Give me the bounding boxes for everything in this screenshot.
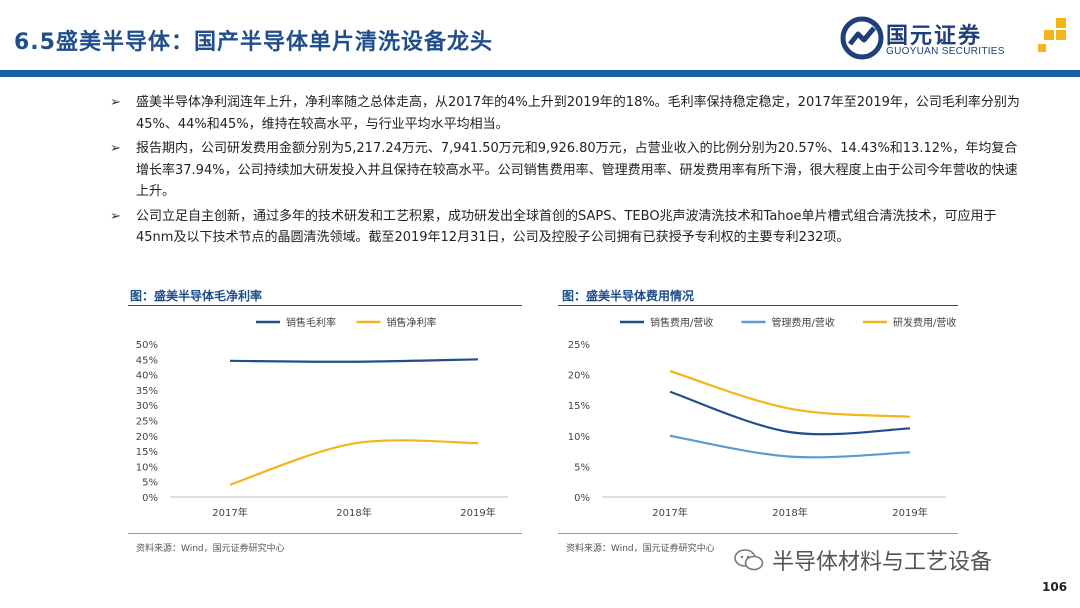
y-tick-label: 20% [568, 371, 590, 382]
bullet-arrow-icon: ➢ [110, 141, 121, 156]
right-chart-rule [558, 305, 958, 306]
page-number: 106 [1042, 580, 1068, 594]
x-tick-label: 2018年 [336, 506, 371, 519]
bullet-item: ➢ 盛美半导体净利润连年上升，净利率随之总体走高，从2017年的4%上升到201… [110, 92, 1020, 135]
series-line [229, 439, 479, 486]
y-tick-label: 10% [136, 462, 158, 473]
company-logo: 国元证券 GUOYUAN SECURITIES [840, 14, 1070, 64]
series-line [669, 370, 911, 418]
y-tick-label: 10% [568, 432, 590, 443]
logo-emblem-icon [840, 16, 884, 60]
watermark-text: 半导体材料与工艺设备 [772, 550, 993, 575]
x-tick-label: 2017年 [212, 506, 247, 519]
bullet-list: ➢ 盛美半导体净利润连年上升，净利率随之总体走高，从2017年的4%上升到201… [110, 92, 1020, 252]
bullet-arrow-icon: ➢ [110, 95, 121, 110]
legend-label: 销售净利率 [387, 316, 437, 329]
y-tick-label: 35% [136, 386, 158, 397]
y-tick-label: 15% [136, 447, 158, 458]
bullet-text: 报告期内，公司研发费用金额分别为5,217.24万元、7,941.50万元和9,… [136, 141, 1018, 199]
left-chart-title: 图：盛美半导体毛净利率 [130, 289, 263, 303]
y-tick-label: 5% [142, 478, 158, 489]
y-tick-label: 50% [136, 340, 158, 351]
left-chart-source: 资料来源：Wind，国元证券研究中心 [136, 544, 285, 554]
y-tick-label: 20% [136, 432, 158, 443]
y-tick-label: 40% [136, 371, 158, 382]
wechat-icon [734, 549, 764, 571]
y-tick-label: 15% [568, 401, 590, 412]
logo-squares-icon [1038, 18, 1066, 52]
legend-label: 研发费用/营收 [893, 316, 956, 329]
y-tick-label: 25% [568, 340, 590, 351]
bullet-arrow-icon: ➢ [110, 208, 121, 224]
left-chart-rule [128, 305, 522, 306]
bullet-text: 公司立足自主创新，通过多年的技术研发和工艺积累，成功研发出全球首创的SAPS、T… [136, 208, 997, 246]
bullet-item: ➢ 报告期内，公司研发费用金额分别为5,217.24万元、7,941.50万元和… [110, 138, 1020, 203]
bullet-item: ➢ 公司立足自主创新，通过多年的技术研发和工艺积累，成功研发出全球首创的SAPS… [110, 206, 1020, 249]
watermark: 半导体材料与工艺设备 [734, 544, 992, 576]
right-chart-title: 图：盛美半导体费用情况 [562, 289, 695, 303]
right-source-rule [558, 533, 958, 534]
series-line [669, 390, 911, 436]
legend-label: 销售费用/营收 [650, 316, 713, 329]
y-tick-label: 30% [136, 401, 158, 412]
x-tick-label: 2018年 [772, 506, 807, 519]
y-tick-label: 0% [574, 493, 590, 504]
legend-label: 销售毛利率 [286, 316, 336, 329]
left-source-rule [128, 533, 522, 534]
x-tick-label: 2019年 [892, 506, 927, 519]
logo-english-name: GUOYUAN SECURITIES [886, 46, 1005, 57]
y-tick-label: 45% [136, 355, 158, 366]
y-tick-label: 25% [136, 417, 158, 428]
x-tick-label: 2017年 [652, 506, 687, 519]
logo-name: 国元证券 [886, 24, 983, 49]
page-title: 6.5盛美半导体：国产半导体单片清洗设备龙头 [14, 30, 493, 55]
x-tick-label: 2019年 [460, 506, 495, 519]
bullet-text: 盛美半导体净利润连年上升，净利率随之总体走高，从2017年的4%上升到2019年… [136, 95, 1020, 132]
legend-label: 管理费用/营收 [772, 316, 835, 329]
header-divider [0, 70, 1080, 77]
right-chart: 0% 5% 10% 15% 20% 25% 2017年 2018年 2019年 销售费用/营收 管理… [568, 316, 957, 519]
right-chart-source: 资料来源：Wind，国元证券研究中心 [566, 544, 715, 554]
y-tick-label: 5% [574, 462, 590, 473]
series-line [669, 434, 911, 459]
series-line [229, 358, 479, 363]
left-chart: 0% 5% 10% 15% 20% 25% 30% 35% 40% 45% 50% 2017年 2018… [136, 316, 508, 519]
y-tick-label: 0% [142, 493, 158, 504]
